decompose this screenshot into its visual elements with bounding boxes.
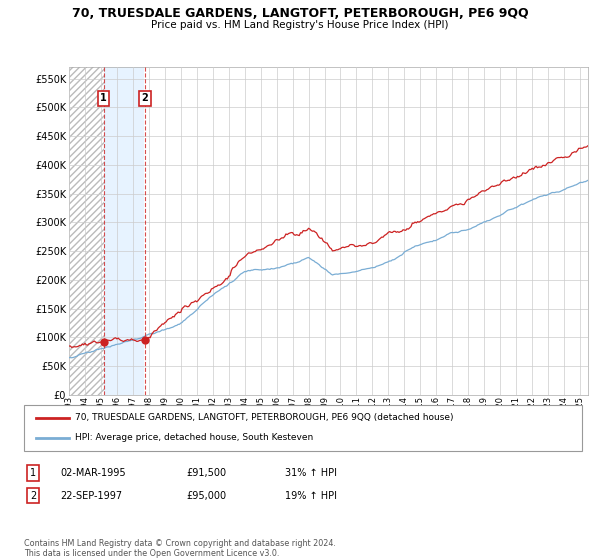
Text: 02-MAR-1995: 02-MAR-1995 [60, 468, 125, 478]
Text: £91,500: £91,500 [186, 468, 226, 478]
Text: 70, TRUESDALE GARDENS, LANGTOFT, PETERBOROUGH, PE6 9QQ: 70, TRUESDALE GARDENS, LANGTOFT, PETERBO… [71, 7, 529, 20]
Text: £95,000: £95,000 [186, 491, 226, 501]
Text: 70, TRUESDALE GARDENS, LANGTOFT, PETERBOROUGH, PE6 9QQ (detached house): 70, TRUESDALE GARDENS, LANGTOFT, PETERBO… [75, 413, 454, 422]
Text: 31% ↑ HPI: 31% ↑ HPI [285, 468, 337, 478]
Bar [104, 67, 145, 395]
Text: 2: 2 [142, 94, 148, 104]
Text: Contains HM Land Registry data © Crown copyright and database right 2024.
This d: Contains HM Land Registry data © Crown c… [24, 539, 336, 558]
Text: 22-SEP-1997: 22-SEP-1997 [60, 491, 122, 501]
Text: 19% ↑ HPI: 19% ↑ HPI [285, 491, 337, 501]
Text: HPI: Average price, detached house, South Kesteven: HPI: Average price, detached house, Sout… [75, 433, 313, 442]
Text: 1: 1 [100, 94, 107, 104]
Bar [69, 67, 104, 395]
Text: Price paid vs. HM Land Registry's House Price Index (HPI): Price paid vs. HM Land Registry's House … [151, 20, 449, 30]
Text: 2: 2 [30, 491, 36, 501]
Text: 1: 1 [30, 468, 36, 478]
